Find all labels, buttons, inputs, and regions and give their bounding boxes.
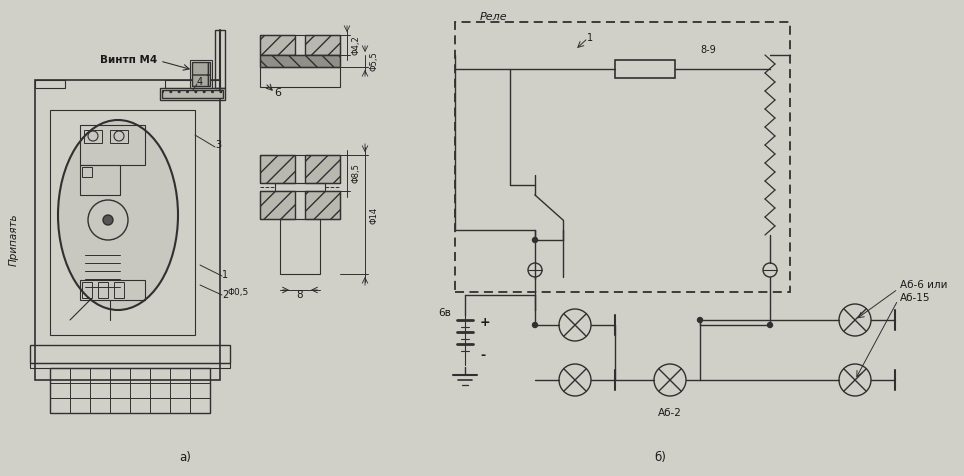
Bar bbox=[615, 60, 675, 78]
Bar bbox=[260, 155, 340, 183]
Text: Φ14: Φ14 bbox=[369, 207, 379, 224]
Text: 8: 8 bbox=[297, 290, 304, 300]
Bar bbox=[260, 155, 295, 183]
Bar bbox=[165, 80, 220, 88]
Text: Φ4,2: Φ4,2 bbox=[352, 35, 361, 55]
Bar bbox=[110, 130, 128, 143]
Bar bbox=[305, 191, 340, 219]
Bar bbox=[35, 80, 65, 88]
Bar bbox=[215, 30, 225, 88]
Bar bbox=[260, 35, 340, 55]
Text: 1: 1 bbox=[222, 270, 228, 280]
Bar bbox=[30, 345, 230, 363]
Bar bbox=[260, 191, 295, 219]
Bar bbox=[82, 282, 92, 298]
Bar bbox=[80, 280, 145, 300]
Bar bbox=[305, 155, 340, 183]
Bar bbox=[50, 110, 195, 335]
Text: Аб-2: Аб-2 bbox=[658, 408, 682, 418]
Text: Φ5,5: Φ5,5 bbox=[369, 51, 379, 71]
Text: Φ8,5: Φ8,5 bbox=[352, 163, 361, 183]
Text: 4: 4 bbox=[197, 77, 203, 87]
Circle shape bbox=[532, 238, 538, 242]
Text: Припаять: Припаять bbox=[9, 214, 19, 266]
Bar bbox=[455, 22, 790, 292]
Text: 6: 6 bbox=[275, 88, 281, 98]
Circle shape bbox=[698, 317, 703, 323]
Text: Аб-6 или: Аб-6 или bbox=[900, 280, 948, 290]
Bar bbox=[98, 282, 108, 298]
Bar bbox=[80, 125, 145, 165]
Bar bbox=[275, 183, 325, 191]
Text: Винтп M4: Винтп M4 bbox=[100, 55, 157, 65]
Bar bbox=[260, 55, 340, 67]
Text: Реле: Реле bbox=[480, 12, 508, 22]
Text: 8-9: 8-9 bbox=[700, 45, 715, 55]
Text: -: - bbox=[480, 348, 485, 361]
Circle shape bbox=[532, 323, 538, 327]
Bar bbox=[260, 35, 295, 55]
Text: 6в: 6в bbox=[438, 308, 451, 318]
Bar bbox=[305, 35, 340, 55]
Bar bbox=[260, 55, 340, 67]
Bar bbox=[114, 282, 124, 298]
Bar bbox=[190, 60, 212, 88]
Bar bbox=[260, 67, 340, 87]
Bar bbox=[280, 219, 320, 274]
Text: +: + bbox=[480, 317, 491, 329]
Text: 1: 1 bbox=[587, 33, 593, 43]
Bar bbox=[80, 165, 120, 195]
Ellipse shape bbox=[58, 120, 178, 310]
Bar bbox=[30, 363, 230, 368]
Bar bbox=[260, 191, 340, 219]
Bar bbox=[50, 368, 210, 413]
Bar bbox=[35, 80, 220, 380]
Bar bbox=[192, 62, 210, 86]
Bar bbox=[160, 88, 225, 100]
Text: 3: 3 bbox=[215, 140, 221, 150]
Text: б): б) bbox=[654, 452, 666, 465]
Text: 2: 2 bbox=[222, 290, 228, 300]
Bar bbox=[82, 167, 92, 177]
Circle shape bbox=[767, 323, 772, 327]
Bar bbox=[84, 130, 102, 143]
Text: Аб-15: Аб-15 bbox=[900, 293, 930, 303]
Text: a): a) bbox=[179, 452, 191, 465]
Bar bbox=[162, 90, 223, 98]
Text: Φ0,5: Φ0,5 bbox=[228, 288, 249, 298]
Circle shape bbox=[103, 215, 113, 225]
